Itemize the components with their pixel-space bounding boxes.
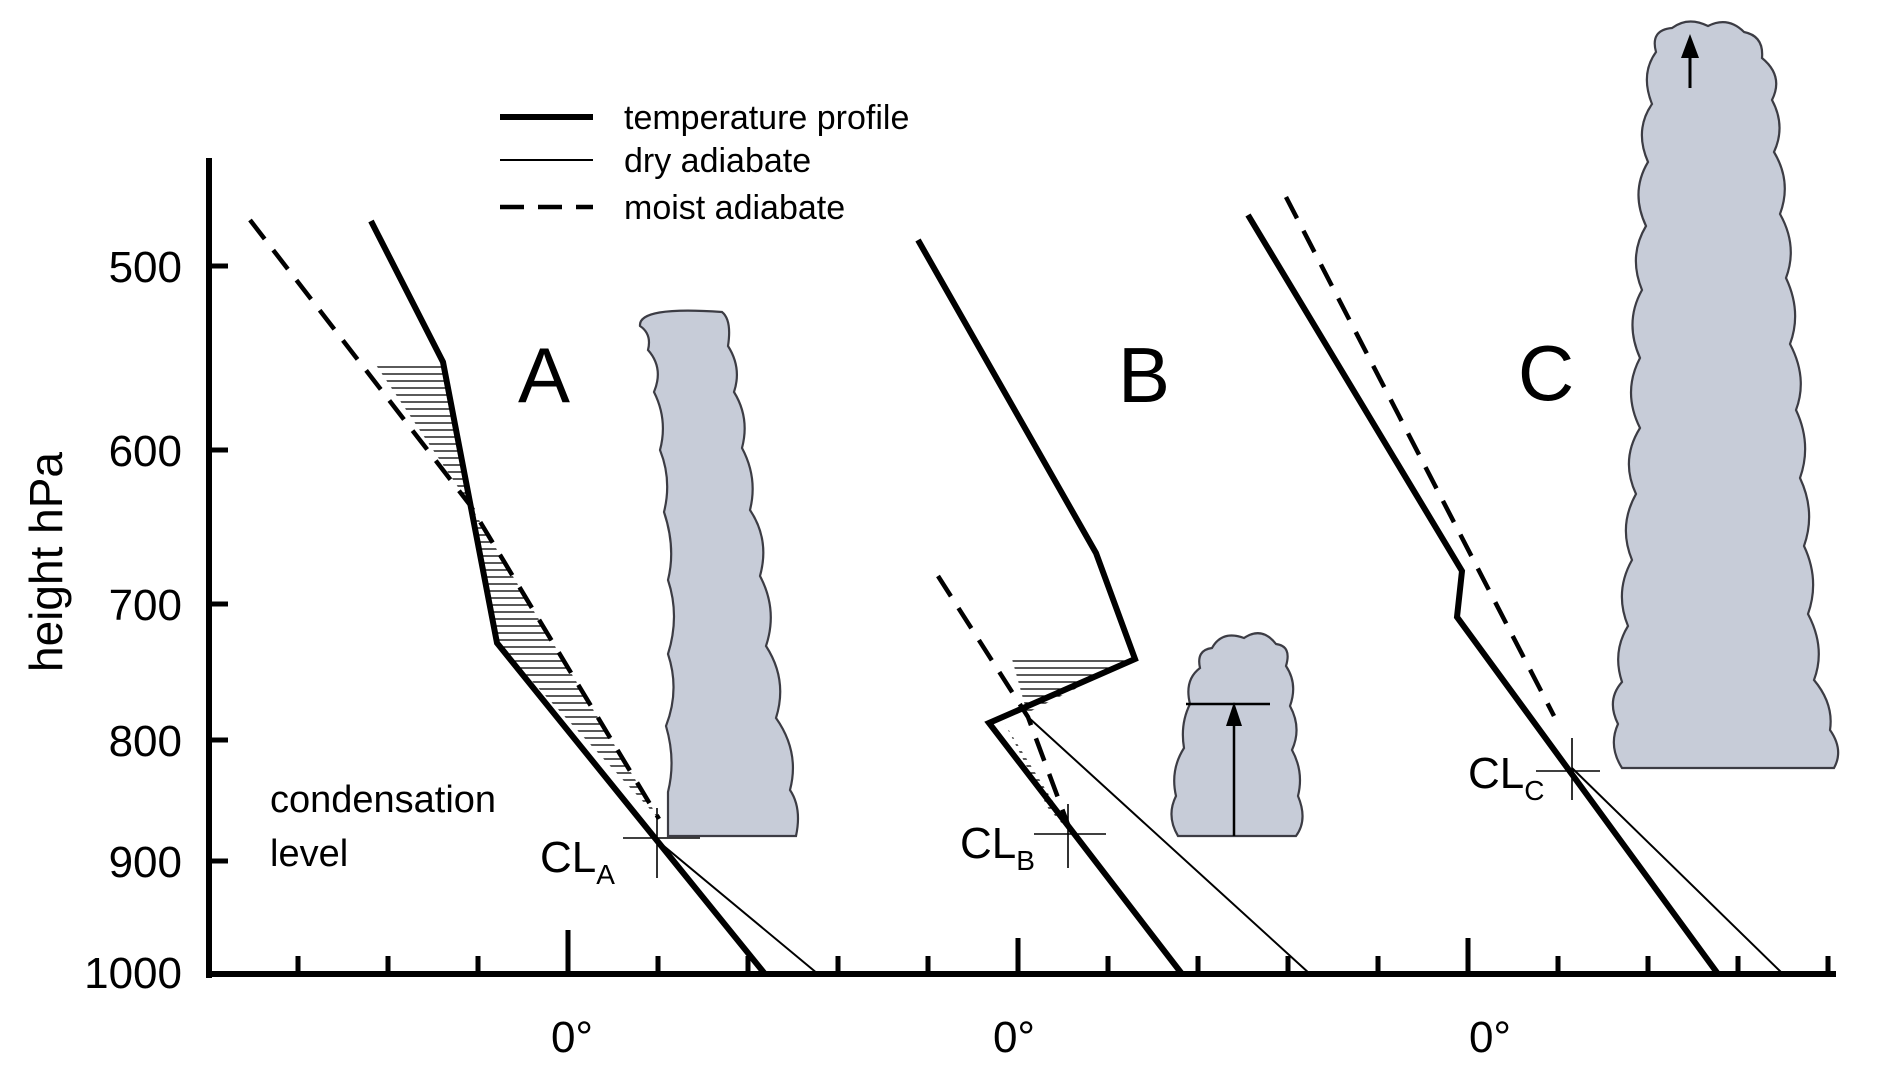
cloud-c — [1611, 20, 1840, 770]
dry-adiabate-a — [658, 841, 819, 975]
case-label-c: C — [1518, 329, 1574, 417]
y-tick-label-900: 900 — [109, 838, 182, 887]
cl-label-a-sub: A — [596, 859, 615, 890]
case-label-b: B — [1118, 331, 1170, 419]
hatch-area-a-upper — [374, 362, 470, 505]
cl-label-a-main: CL — [540, 833, 596, 882]
y-tick-label-1000: 1000 — [84, 949, 182, 998]
y-axis-title: height hPa — [20, 452, 72, 672]
x-zero-label-b: 0° — [993, 1013, 1035, 1062]
case-b: B CLB — [915, 238, 1311, 976]
cl-label-c: CLC — [1468, 749, 1544, 806]
cloud-a — [638, 309, 800, 838]
case-a: A CLA condensation level — [248, 218, 819, 976]
legend-label-temperature: temperature profile — [624, 99, 909, 137]
cloud-b-arrow-head-icon — [1226, 702, 1242, 726]
cl-label-a: CLA — [540, 833, 615, 890]
case-c: C CLC — [1245, 20, 1840, 976]
temperature-profile-c — [1245, 213, 1721, 976]
temperature-profile-b — [915, 238, 1185, 976]
cl-label-b-main: CL — [960, 819, 1016, 868]
legend-label-moist: moist adiabate — [624, 189, 845, 227]
moist-adiabate-b — [936, 574, 1073, 831]
case-label-a: A — [518, 331, 570, 419]
moist-adiabate-c — [1284, 195, 1556, 718]
y-tick-label-600: 600 — [109, 427, 182, 476]
y-axis — [206, 158, 228, 978]
dry-adiabate-c — [1571, 767, 1784, 975]
x-zero-label-a: 0° — [551, 1013, 593, 1062]
condensation-label-line2: level — [270, 833, 348, 875]
x-zero-labels: 0° 0° 0° — [551, 1013, 1511, 1062]
cloud-b — [1170, 632, 1304, 838]
cl-label-b: CLB — [960, 819, 1035, 876]
cloud-c-arrow-head-icon — [1681, 34, 1699, 58]
legend: temperature profile dry adiabate moist a… — [500, 99, 909, 227]
cl-label-b-sub: B — [1016, 845, 1035, 876]
x-axis — [206, 930, 1836, 977]
condensation-label-line1: condensation — [270, 779, 496, 821]
dry-adiabate-b — [1027, 716, 1311, 975]
legend-label-dry: dry adiabate — [624, 142, 811, 180]
x-zero-label-c: 0° — [1469, 1013, 1511, 1062]
temperature-profile-a — [368, 219, 768, 976]
y-tick-labels: 500 600 700 800 900 1000 — [84, 243, 182, 998]
y-tick-label-700: 700 — [109, 581, 182, 630]
cl-label-c-sub: C — [1524, 775, 1544, 806]
y-tick-label-800: 800 — [109, 717, 182, 766]
y-tick-label-500: 500 — [109, 243, 182, 292]
cl-label-c-main: CL — [1468, 749, 1524, 798]
